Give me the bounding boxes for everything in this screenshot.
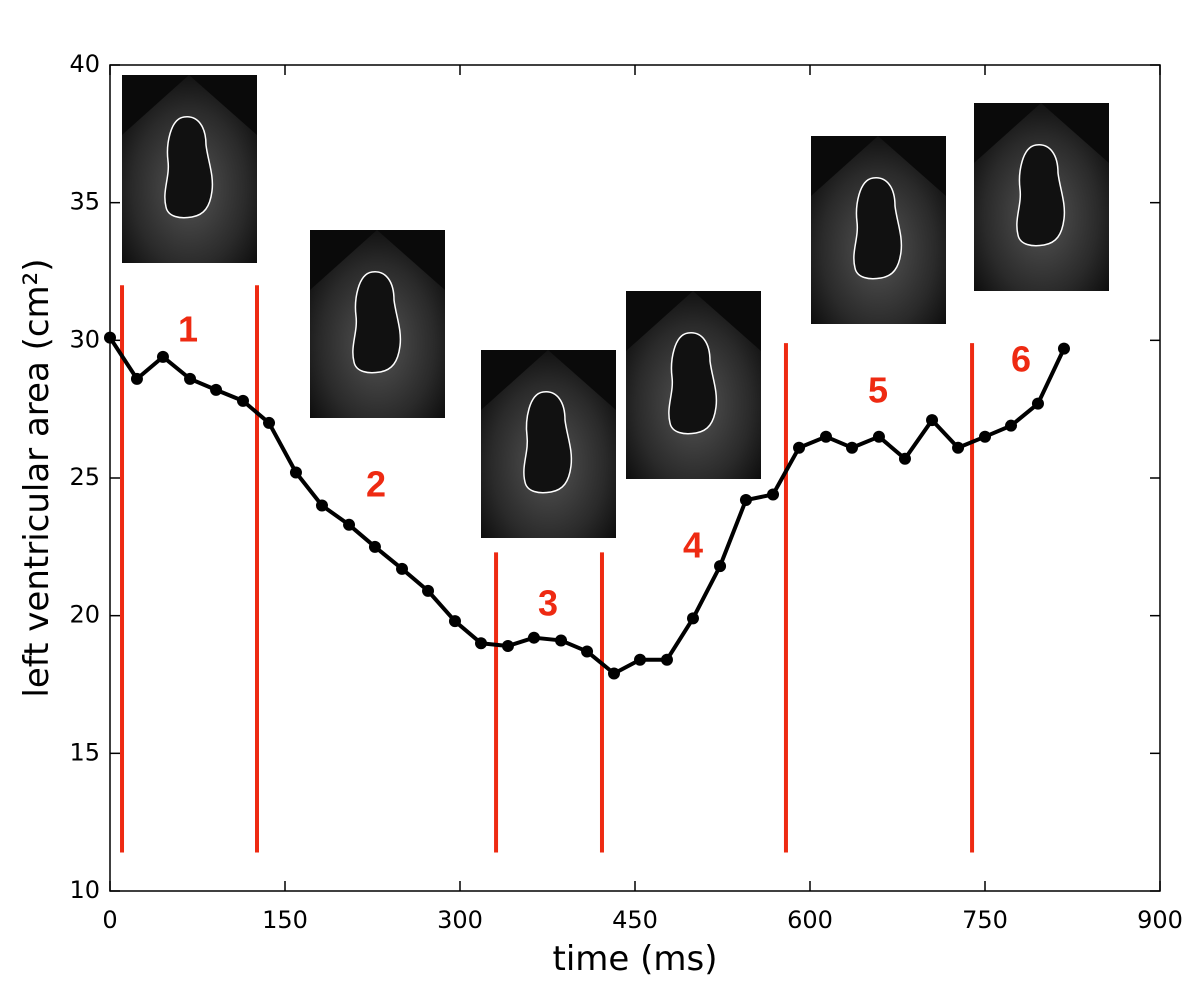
- phase-label: 5: [868, 370, 888, 411]
- data-point: [104, 331, 116, 344]
- phase-label: 1: [178, 309, 198, 350]
- y-tick-label: 30: [69, 325, 100, 353]
- ventricle-cavity: [523, 391, 573, 494]
- data-point: [819, 430, 832, 443]
- phase-label: 4: [683, 525, 703, 566]
- ultrasound-image: [974, 103, 1109, 291]
- ultrasound-image: [626, 291, 761, 479]
- y-tick-label: 40: [69, 50, 100, 78]
- data-point: [846, 441, 858, 454]
- phase-label: 6: [1011, 339, 1031, 380]
- data-point: [739, 494, 752, 507]
- data-point: [527, 631, 540, 644]
- data-point: [184, 372, 197, 385]
- ventricle-cavity: [668, 332, 718, 435]
- data-point: [289, 466, 302, 479]
- y-axis-label: left ventricular area (cm²): [17, 258, 57, 697]
- ultrasound-image: [481, 350, 616, 538]
- data-point: [368, 540, 381, 553]
- ventricle-cavity: [164, 116, 214, 219]
- data-point: [422, 584, 435, 597]
- data-point: [979, 430, 991, 443]
- data-point: [448, 615, 461, 628]
- data-point: [898, 452, 911, 465]
- data-point: [475, 637, 487, 650]
- data-point: [1005, 419, 1018, 432]
- y-tick-label: 10: [69, 876, 100, 904]
- data-point: [660, 653, 673, 666]
- data-point: [634, 653, 647, 666]
- data-point: [396, 562, 409, 575]
- data-point: [686, 612, 699, 625]
- x-tick-label: 0: [102, 906, 117, 934]
- data-point: [343, 518, 356, 531]
- phase-label: 2: [366, 464, 386, 505]
- x-tick-label: 150: [262, 906, 308, 934]
- data-point: [1057, 342, 1070, 355]
- phase-label: 3: [538, 583, 558, 624]
- data-point: [608, 667, 620, 680]
- y-tick-label: 20: [69, 601, 100, 629]
- data-point: [714, 560, 727, 573]
- ultrasound-image: [811, 136, 946, 324]
- data-point: [1031, 397, 1044, 410]
- data-point: [926, 414, 939, 427]
- data-point: [767, 488, 780, 501]
- ventricle-cavity: [1016, 144, 1066, 247]
- data-point: [793, 441, 806, 454]
- x-axis-label: time (ms): [553, 939, 718, 979]
- y-tick-label: 15: [69, 738, 100, 766]
- ventricle-cavity: [352, 271, 402, 374]
- data-point: [210, 383, 223, 396]
- data-point: [501, 639, 514, 652]
- x-tick-label: 600: [787, 906, 833, 934]
- data-point: [237, 394, 249, 407]
- data-point: [952, 441, 965, 454]
- data-point: [315, 499, 328, 512]
- data-point: [156, 350, 169, 363]
- ultrasound-image: [122, 75, 257, 263]
- data-point: [581, 645, 594, 658]
- x-tick-label: 900: [1137, 906, 1183, 934]
- data-point: [555, 634, 568, 647]
- data-point: [263, 416, 276, 429]
- y-tick-label: 25: [69, 463, 100, 491]
- x-tick-label: 450: [612, 906, 658, 934]
- y-tick-label: 35: [69, 188, 100, 216]
- x-tick-label: 300: [437, 906, 483, 934]
- x-tick-label: 750: [962, 906, 1008, 934]
- data-point: [130, 372, 143, 385]
- data-point: [872, 430, 885, 443]
- ventricle-cavity: [853, 177, 903, 280]
- ultrasound-image: [310, 230, 445, 418]
